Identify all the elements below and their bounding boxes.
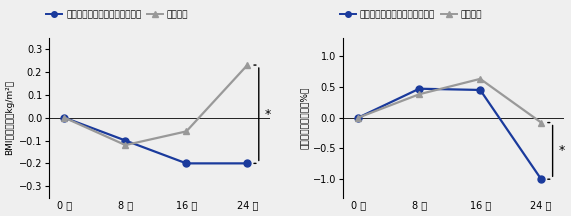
Y-axis label: 体脂肪率の変化量（%）: 体脂肪率の変化量（%） [299, 86, 308, 149]
Legend: ビフィズス菌配合サプリメント, プラセボ: ビフィズス菌配合サプリメント, プラセボ [43, 7, 192, 23]
Text: *: * [558, 144, 565, 157]
Y-axis label: BMIの変化量（kg/m²）: BMIの変化量（kg/m²） [6, 80, 14, 155]
Legend: ビフィズス菌配合サプリメント, プラセボ: ビフィズス菌配合サプリメント, プラセボ [336, 7, 485, 23]
Text: *: * [265, 108, 271, 121]
